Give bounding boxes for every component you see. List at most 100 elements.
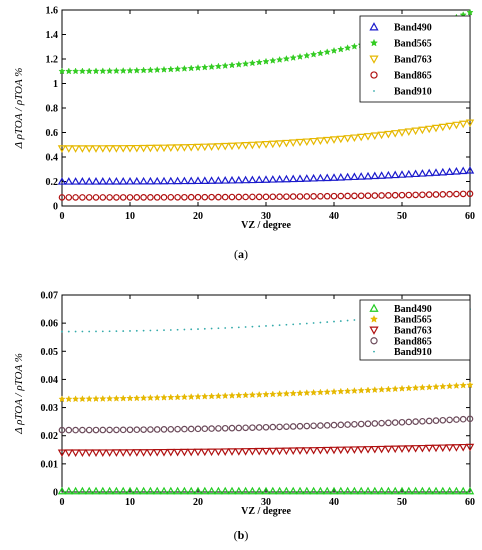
data-point — [135, 329, 138, 332]
data-point — [405, 418, 413, 426]
data-point — [156, 329, 159, 332]
data-point — [316, 388, 325, 396]
data-point — [71, 145, 80, 153]
data-point — [235, 424, 243, 432]
data-point — [78, 67, 87, 75]
data-point — [167, 65, 175, 73]
data-point — [220, 176, 230, 184]
data-point — [174, 425, 181, 433]
data-point — [126, 66, 134, 74]
data-point — [57, 177, 67, 185]
data-point — [84, 177, 94, 185]
y-tick-label: 0.02 — [41, 431, 59, 442]
data-point — [439, 416, 447, 424]
data-point — [118, 449, 128, 457]
data-point — [384, 486, 393, 495]
x-axis-label: VZ / degree — [241, 220, 291, 231]
data-point — [255, 193, 263, 201]
data-point — [166, 486, 176, 495]
data-point — [350, 134, 359, 143]
data-point — [61, 330, 63, 333]
data-point — [91, 486, 101, 495]
data-point — [241, 448, 250, 456]
data-point — [201, 392, 209, 400]
data-point — [357, 420, 365, 428]
data-point — [101, 330, 104, 333]
data-point — [316, 486, 325, 495]
data-point — [140, 426, 147, 433]
data-point — [249, 193, 256, 201]
data-point — [125, 145, 135, 153]
data-point — [431, 124, 441, 133]
data-point — [316, 49, 325, 57]
data-point — [276, 423, 283, 431]
data-point — [88, 330, 91, 333]
data-point — [84, 449, 94, 457]
data-point — [113, 194, 120, 201]
data-point — [112, 145, 121, 153]
data-point — [119, 426, 127, 434]
data-point — [139, 486, 148, 495]
x-tick-label: 20 — [193, 497, 203, 508]
data-point — [173, 176, 182, 185]
data-point — [295, 486, 305, 495]
data-point — [105, 145, 114, 153]
data-point — [118, 176, 128, 185]
data-point — [187, 64, 195, 72]
data-point — [133, 194, 141, 201]
data-point — [439, 382, 447, 390]
data-point — [329, 136, 339, 144]
data-point — [214, 143, 223, 151]
data-point — [275, 486, 284, 495]
data-point — [64, 449, 74, 458]
data-point — [424, 168, 434, 177]
data-point — [221, 193, 229, 201]
data-point — [296, 389, 304, 397]
data-point — [282, 486, 291, 495]
legend-marker — [370, 71, 378, 79]
data-point — [221, 392, 229, 399]
data-point — [459, 190, 467, 198]
data-point — [248, 59, 257, 67]
data-point — [275, 140, 284, 148]
x-tick-label: 0 — [60, 211, 65, 222]
data-point — [92, 67, 100, 75]
y-tick-label: 0.6 — [46, 128, 59, 139]
data-point — [343, 135, 352, 143]
data-point — [296, 422, 304, 430]
data-point — [296, 52, 304, 60]
data-point — [241, 486, 250, 495]
data-point — [337, 387, 345, 395]
data-point — [180, 144, 189, 152]
data-point — [221, 424, 229, 432]
data-point — [173, 448, 182, 457]
data-point — [356, 446, 366, 454]
data-point — [207, 392, 216, 400]
data-point — [319, 321, 322, 324]
data-point — [139, 394, 148, 402]
data-point — [378, 192, 385, 199]
data-point — [303, 422, 311, 430]
data-point — [227, 175, 237, 184]
data-point — [180, 448, 189, 457]
data-point — [316, 173, 325, 182]
data-point — [295, 447, 305, 455]
data-point — [186, 143, 196, 152]
data-point — [268, 175, 278, 183]
data-point — [186, 176, 196, 185]
data-point — [269, 390, 277, 398]
data-point — [65, 426, 73, 434]
data-point — [282, 389, 291, 397]
data-point — [65, 395, 73, 403]
data-point — [412, 191, 419, 199]
data-point — [452, 121, 461, 130]
series-Band763 — [57, 119, 475, 153]
data-point — [180, 486, 189, 495]
data-point — [466, 415, 474, 423]
data-point — [343, 44, 352, 52]
data-point — [418, 383, 427, 391]
data-point — [126, 426, 134, 434]
data-point — [235, 391, 243, 399]
data-point — [292, 323, 295, 326]
legend-label: Band910 — [394, 347, 432, 358]
